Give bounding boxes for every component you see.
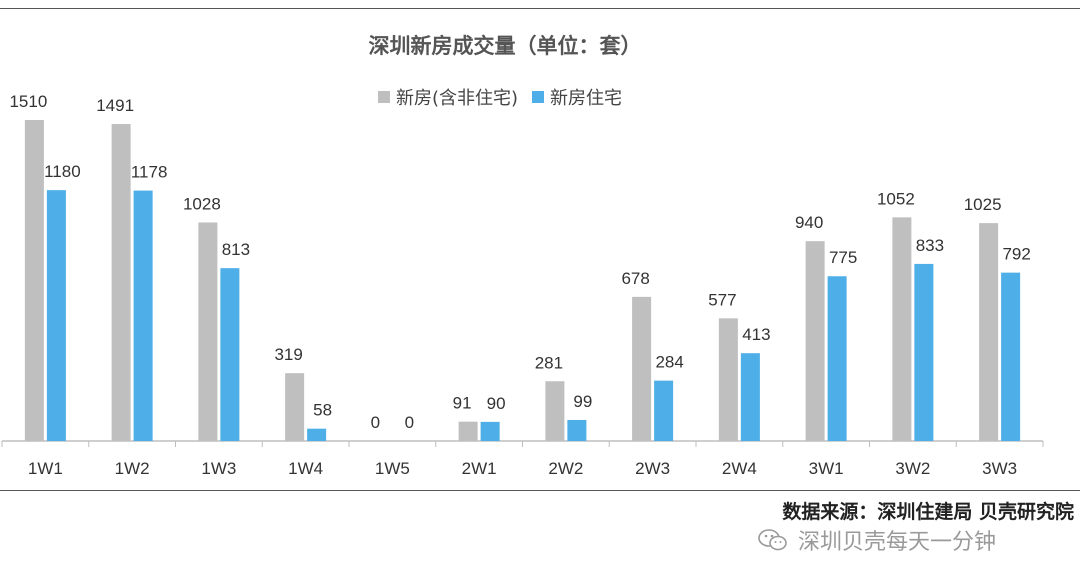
x-tick-label-1W2: 1W2 bbox=[115, 459, 150, 478]
data-label-residential-1W2: 1178 bbox=[131, 163, 168, 182]
data-label-residential-2W1: 90 bbox=[487, 394, 506, 413]
legend-item-series-1: 新房(含非住宅) bbox=[378, 84, 518, 110]
data-label-total-2W2: 281 bbox=[535, 353, 563, 372]
bar-chart: 1510 1180 1W1 1491 1178 1W2 1028 813 1W3 319 58 1W4… bbox=[1, 92, 1044, 478]
data-label-total-2W1: 91 bbox=[453, 394, 472, 413]
bar-total-2W1 bbox=[458, 421, 478, 441]
bar-total-1W2 bbox=[111, 124, 131, 442]
bar-residential-3W3 bbox=[1001, 272, 1021, 441]
bar-total-2W4 bbox=[718, 318, 738, 441]
data-label-total-2W3: 678 bbox=[621, 269, 649, 288]
bar-residential-1W3 bbox=[220, 268, 240, 441]
bar-total-3W1 bbox=[805, 241, 825, 441]
data-label-total-2W4: 577 bbox=[708, 290, 736, 309]
top-rule bbox=[0, 8, 1080, 9]
data-label-residential-3W1: 775 bbox=[829, 248, 857, 267]
bar-residential-2W1 bbox=[480, 421, 500, 441]
bar-residential-1W1 bbox=[46, 190, 66, 441]
data-label-total-1W3: 1028 bbox=[183, 194, 221, 213]
bar-residential-1W4 bbox=[307, 428, 327, 441]
bottom-rule bbox=[0, 490, 1080, 491]
x-tick-label-3W2: 3W2 bbox=[895, 459, 930, 478]
bar-residential-2W3 bbox=[654, 380, 674, 441]
bar-residential-2W4 bbox=[740, 353, 760, 441]
data-label-total-3W2: 1052 bbox=[877, 189, 915, 208]
chart-title: 深圳新房成交量（单位：套） bbox=[368, 34, 642, 58]
data-label-total-1W4: 319 bbox=[274, 345, 302, 364]
bar-residential-3W2 bbox=[914, 263, 934, 441]
data-label-residential-1W1: 1180 bbox=[44, 162, 81, 181]
legend-swatch-series-1 bbox=[378, 91, 390, 103]
bar-total-1W1 bbox=[24, 120, 44, 441]
x-tick-label-2W2: 2W2 bbox=[548, 459, 583, 478]
watermark: 深圳贝壳每天一分钟 bbox=[758, 524, 996, 556]
x-tick-label-2W1: 2W1 bbox=[462, 459, 497, 478]
bar-total-3W3 bbox=[979, 223, 999, 441]
chart-legend: 新房(含非住宅) 新房住宅 bbox=[378, 84, 636, 110]
x-tick-label-1W5: 1W5 bbox=[375, 459, 410, 478]
watermark-text: 深圳贝壳每天一分钟 bbox=[798, 530, 997, 555]
data-label-total-3W1: 940 bbox=[795, 213, 823, 232]
x-tick-label-3W3: 3W3 bbox=[982, 459, 1017, 478]
bar-residential-1W2 bbox=[133, 190, 153, 441]
data-label-total-3W3: 1025 bbox=[964, 195, 1002, 214]
data-label-residential-1W5: 0 bbox=[405, 413, 414, 432]
data-label-residential-2W4: 413 bbox=[742, 325, 770, 344]
legend-item-series-2: 新房住宅 bbox=[532, 84, 622, 110]
data-label-total-1W2: 1491 bbox=[96, 96, 134, 115]
x-tick-label-3W1: 3W1 bbox=[809, 459, 844, 478]
legend-swatch-series-2 bbox=[532, 91, 545, 103]
bar-total-2W3 bbox=[632, 296, 652, 441]
bar-total-2W2 bbox=[545, 381, 565, 441]
data-label-total-1W5: 0 bbox=[371, 413, 380, 432]
legend-label-series-2: 新房住宅 bbox=[550, 88, 623, 109]
data-label-residential-2W3: 284 bbox=[655, 353, 683, 372]
x-tick-label-2W4: 2W4 bbox=[722, 459, 757, 478]
data-label-residential-3W3: 792 bbox=[1002, 245, 1030, 264]
x-tick-label-1W3: 1W3 bbox=[201, 459, 236, 478]
x-tick-label-1W1: 1W1 bbox=[28, 459, 63, 478]
bar-residential-3W1 bbox=[827, 276, 847, 441]
bar-residential-2W2 bbox=[567, 419, 587, 441]
bar-total-1W4 bbox=[285, 373, 305, 441]
legend-label-series-1: 新房(含非住宅) bbox=[396, 88, 519, 109]
data-label-residential-2W2: 99 bbox=[573, 392, 592, 411]
data-label-residential-1W4: 58 bbox=[313, 401, 332, 420]
wechat-icon bbox=[758, 529, 787, 551]
x-tick-label-2W3: 2W3 bbox=[635, 459, 670, 478]
data-label-total-1W1: 1510 bbox=[9, 92, 47, 111]
bar-total-1W3 bbox=[198, 222, 218, 441]
data-source-note: 数据来源：深圳住建局 贝壳研究院 bbox=[782, 501, 1074, 523]
data-label-residential-3W2: 833 bbox=[916, 236, 944, 255]
data-label-residential-1W3: 813 bbox=[222, 240, 250, 259]
bar-total-3W2 bbox=[892, 217, 912, 441]
x-tick-label-1W4: 1W4 bbox=[288, 459, 323, 478]
